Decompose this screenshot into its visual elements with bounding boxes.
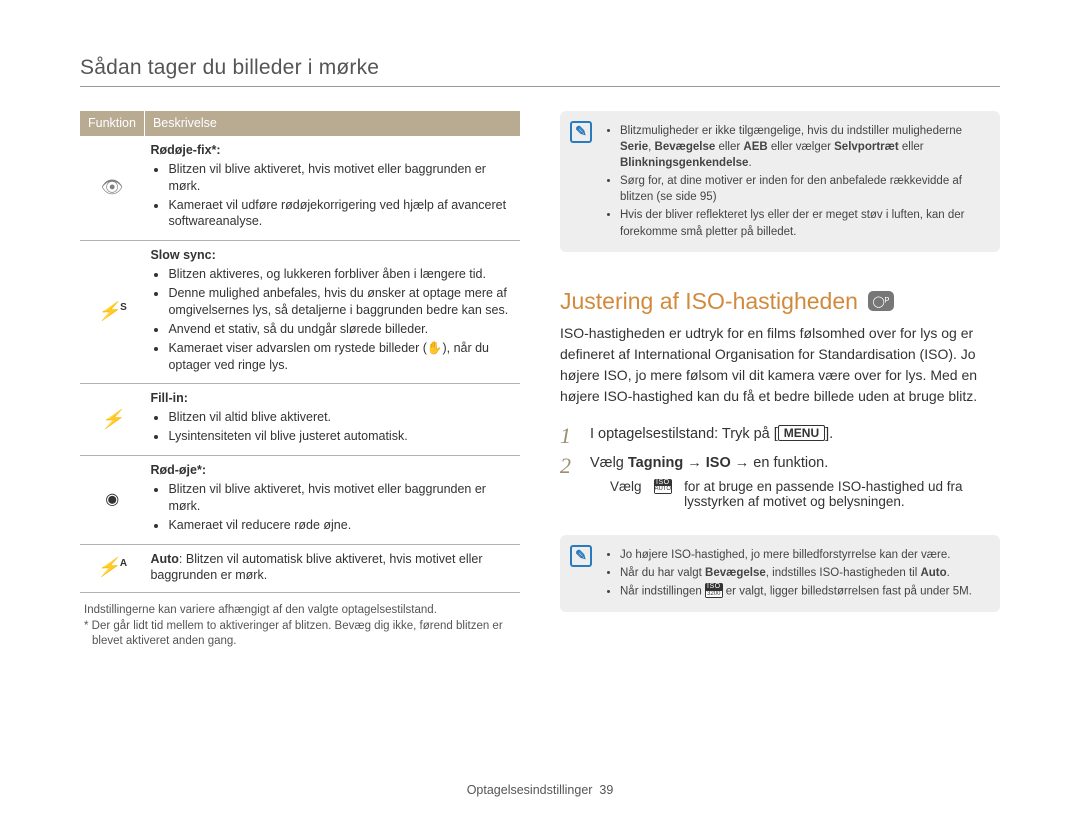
right-column: ✎ Blitzmuligheder er ikke tilgængelige, … bbox=[560, 111, 1000, 650]
section-body: ISO-hastigheden er udtryk for en films f… bbox=[560, 323, 1000, 407]
footnote: Indstillingerne kan variere afhængigt af… bbox=[80, 603, 520, 619]
table-row: ⚡S Slow sync: Blitzen aktiveres, og lukk… bbox=[80, 241, 520, 384]
steps-list: 1 I optagelsestilstand: Tryk på [MENU]. … bbox=[560, 425, 1000, 517]
footnote: * Der går lidt tid mellem to aktiveringe… bbox=[80, 619, 520, 650]
red-eye-fix-icon: 👁 bbox=[80, 136, 144, 241]
note-item: Blitzmuligheder er ikke tilgængelige, hv… bbox=[620, 123, 986, 171]
row-desc: Fill-in: Blitzen vil altid blive aktiver… bbox=[144, 384, 520, 456]
table-row: 👁 Rødøje-fix*: Blitzen vil blive aktiver… bbox=[80, 136, 520, 241]
row-desc: Auto: Blitzen vil automatisk blive aktiv… bbox=[144, 544, 520, 593]
note-box: ✎ Blitzmuligheder er ikke tilgængelige, … bbox=[560, 111, 1000, 252]
step-2: 2 Vælg Tagning → ISO → en funktion. Vælg… bbox=[560, 455, 1000, 517]
note-item: Jo højere ISO-hastighed, jo mere billedf… bbox=[620, 547, 986, 563]
note-item: Når indstillingen ISO3200 er valgt, ligg… bbox=[620, 583, 986, 600]
row-desc: Rødøje-fix*: Blitzen vil blive aktiveret… bbox=[144, 136, 520, 241]
row-desc: Slow sync: Blitzen aktiveres, og lukkere… bbox=[144, 241, 520, 384]
table-row: ⚡A Auto: Blitzen vil automatisk blive ak… bbox=[80, 544, 520, 593]
note-icon: ✎ bbox=[570, 545, 592, 567]
fill-in-icon: ⚡ bbox=[80, 384, 144, 456]
left-column: Funktion Beskrivelse 👁 Rødøje-fix*: Blit… bbox=[80, 111, 520, 650]
mode-p-icon: ◯ᴾ bbox=[868, 291, 894, 311]
step-2-sub: Vælg ISOAUTO for at bruge en passende IS… bbox=[610, 479, 1000, 509]
page-title: Sådan tager du billeder i mørke bbox=[80, 56, 1000, 87]
slow-sync-icon: ⚡S bbox=[80, 241, 144, 384]
row-desc: Rød-øje*: Blitzen vil blive aktiveret, h… bbox=[144, 456, 520, 545]
auto-flash-icon: ⚡A bbox=[80, 544, 144, 593]
table-row: ⚡ Fill-in: Blitzen vil altid blive aktiv… bbox=[80, 384, 520, 456]
th-beskrivelse: Beskrivelse bbox=[144, 111, 520, 136]
iso-auto-icon: ISOAUTO bbox=[654, 479, 673, 494]
note-item: Hvis der bliver reflekteret lys eller de… bbox=[620, 207, 986, 239]
note-icon: ✎ bbox=[570, 121, 592, 143]
page-footer: Optagelsesindstillinger 39 bbox=[0, 783, 1080, 797]
two-column-layout: Funktion Beskrivelse 👁 Rødøje-fix*: Blit… bbox=[80, 111, 1000, 650]
red-eye-icon: ◉ bbox=[80, 456, 144, 545]
note-item: Sørg for, at dine motiver er inden for d… bbox=[620, 173, 986, 205]
step-1: 1 I optagelsestilstand: Tryk på [MENU]. bbox=[560, 425, 1000, 447]
menu-button-label: MENU bbox=[778, 425, 825, 441]
table-row: ◉ Rød-øje*: Blitzen vil blive aktiveret,… bbox=[80, 456, 520, 545]
iso-3200-icon: ISO3200 bbox=[705, 583, 723, 598]
section-heading: Justering af ISO-hastigheden ◯ᴾ bbox=[560, 288, 1000, 315]
function-table: Funktion Beskrivelse 👁 Rødøje-fix*: Blit… bbox=[80, 111, 520, 593]
th-funktion: Funktion bbox=[80, 111, 144, 136]
note-box: ✎ Jo højere ISO-hastighed, jo mere bille… bbox=[560, 535, 1000, 612]
note-item: Når du har valgt Bevægelse, indstilles I… bbox=[620, 565, 986, 581]
